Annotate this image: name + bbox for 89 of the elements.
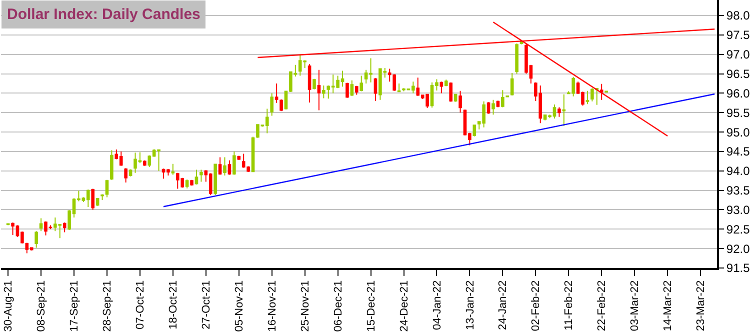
candlestick: [270, 92, 274, 116]
y-tick-label: 92.0: [726, 242, 750, 256]
x-tick-label: 08-Sep-21: [36, 280, 48, 332]
candlestick: [171, 163, 175, 176]
x-tick-label: 22-Feb-22: [596, 280, 608, 332]
candlestick: [218, 156, 222, 176]
candlestick: [562, 94, 566, 126]
x-tick-label: 28-Sep-21: [102, 280, 114, 332]
x-tick-label: 24-Jan-22: [497, 280, 510, 330]
candlestick: [350, 80, 354, 96]
candlestick: [39, 218, 43, 232]
candlestick: [62, 222, 66, 233]
x-tick-label: 18-Oct-21: [168, 280, 180, 330]
y-tick-label: 97.5: [726, 28, 750, 42]
x-tick-label: 13-Jan-22: [464, 280, 476, 330]
x-tick-label: 02-Feb-22: [530, 280, 542, 332]
y-tick-label: 94.5: [726, 144, 750, 159]
candlestick: [308, 64, 312, 104]
y-tick-label: 94.0: [726, 164, 750, 178]
candlestick: [110, 150, 114, 180]
candlestick: [6, 222, 10, 226]
candlestick: [510, 72, 514, 96]
candlestick: [190, 179, 194, 186]
x-tick-label: 05-Nov-21: [233, 280, 246, 332]
chart-title: Dollar Index: Daily Candles: [7, 6, 200, 23]
candlestick: [143, 160, 146, 166]
candlestick: [91, 188, 95, 210]
candlestick: [100, 194, 104, 201]
x-tick-label: 25-Nov-21: [299, 280, 312, 332]
candlestick: [586, 90, 590, 105]
y-tick-label: 98.0: [726, 8, 750, 23]
candlestick: [34, 230, 38, 248]
candlestick: [223, 156, 226, 176]
y-tick-label: 93.5: [726, 184, 750, 198]
candlestick: [208, 172, 212, 196]
candlestick: [105, 179, 109, 198]
x-tick-label: 23-Mar-22: [695, 280, 708, 332]
x-tick-label: 24-Dec-21: [398, 280, 410, 332]
candlestick: [322, 84, 326, 99]
candlestick: [600, 83, 604, 100]
x-tick-label: 27-Oct-21: [200, 280, 212, 330]
candlestick: [312, 78, 316, 90]
y-tick-label: 96.0: [726, 86, 750, 100]
candlestick: [124, 168, 128, 184]
candlestick: [472, 124, 476, 137]
x-tick-label: 04-Jan-22: [431, 280, 444, 330]
candlestick: [458, 90, 462, 114]
y-tick-label: 95.5: [726, 106, 750, 120]
x-tick-label: 17-Sep-21: [68, 280, 81, 332]
x-tick-label: 07-Oct-21: [134, 280, 147, 330]
candlestick: [449, 82, 453, 102]
candlestick: [354, 85, 358, 96]
candlestick: [397, 83, 401, 93]
x-tick-label: 11-Feb-22: [563, 280, 576, 330]
candlestick: [317, 69, 321, 111]
candlestick: [492, 99, 495, 116]
x-tick-label: 16-Nov-21: [266, 280, 278, 332]
candlestick: [119, 150, 123, 166]
candlestick: [214, 163, 217, 196]
candlestick: [501, 90, 504, 108]
candlestick: [232, 150, 236, 176]
candlestick: [194, 169, 198, 185]
candlestick: [444, 79, 448, 87]
y-tick-label: 97.0: [726, 48, 750, 62]
candlestick: [440, 81, 444, 94]
candlestick: [486, 102, 490, 114]
candlestick: [515, 43, 518, 74]
candlestick: [360, 75, 364, 92]
candlestick: [128, 168, 132, 177]
x-tick-label: 06-Dec-21: [332, 280, 344, 332]
x-tick-label: 15-Dec-21: [365, 280, 378, 332]
candlestick: [185, 178, 189, 189]
candlestick: [558, 106, 561, 118]
y-tick-label: 95.0: [726, 125, 750, 140]
y-tick-label: 93.0: [726, 202, 750, 217]
candlestick: [237, 155, 241, 161]
candlestick: [228, 160, 232, 176]
candlestick: [374, 78, 378, 102]
candlestick: [251, 136, 255, 173]
candlestick: [86, 189, 90, 208]
x-tick-label: 30-Aug-21: [2, 280, 15, 332]
y-tick-label: 92.5: [726, 222, 750, 236]
y-tick-label: 96.5: [726, 67, 750, 81]
candlestick: [200, 169, 203, 182]
x-tick-label: 03-Mar-22: [629, 280, 642, 332]
x-tick-label: 14-Mar-22: [662, 280, 674, 332]
candlestick: [265, 108, 269, 134]
y-tick-label: 91.5: [726, 261, 750, 276]
candlestick: [346, 82, 349, 98]
